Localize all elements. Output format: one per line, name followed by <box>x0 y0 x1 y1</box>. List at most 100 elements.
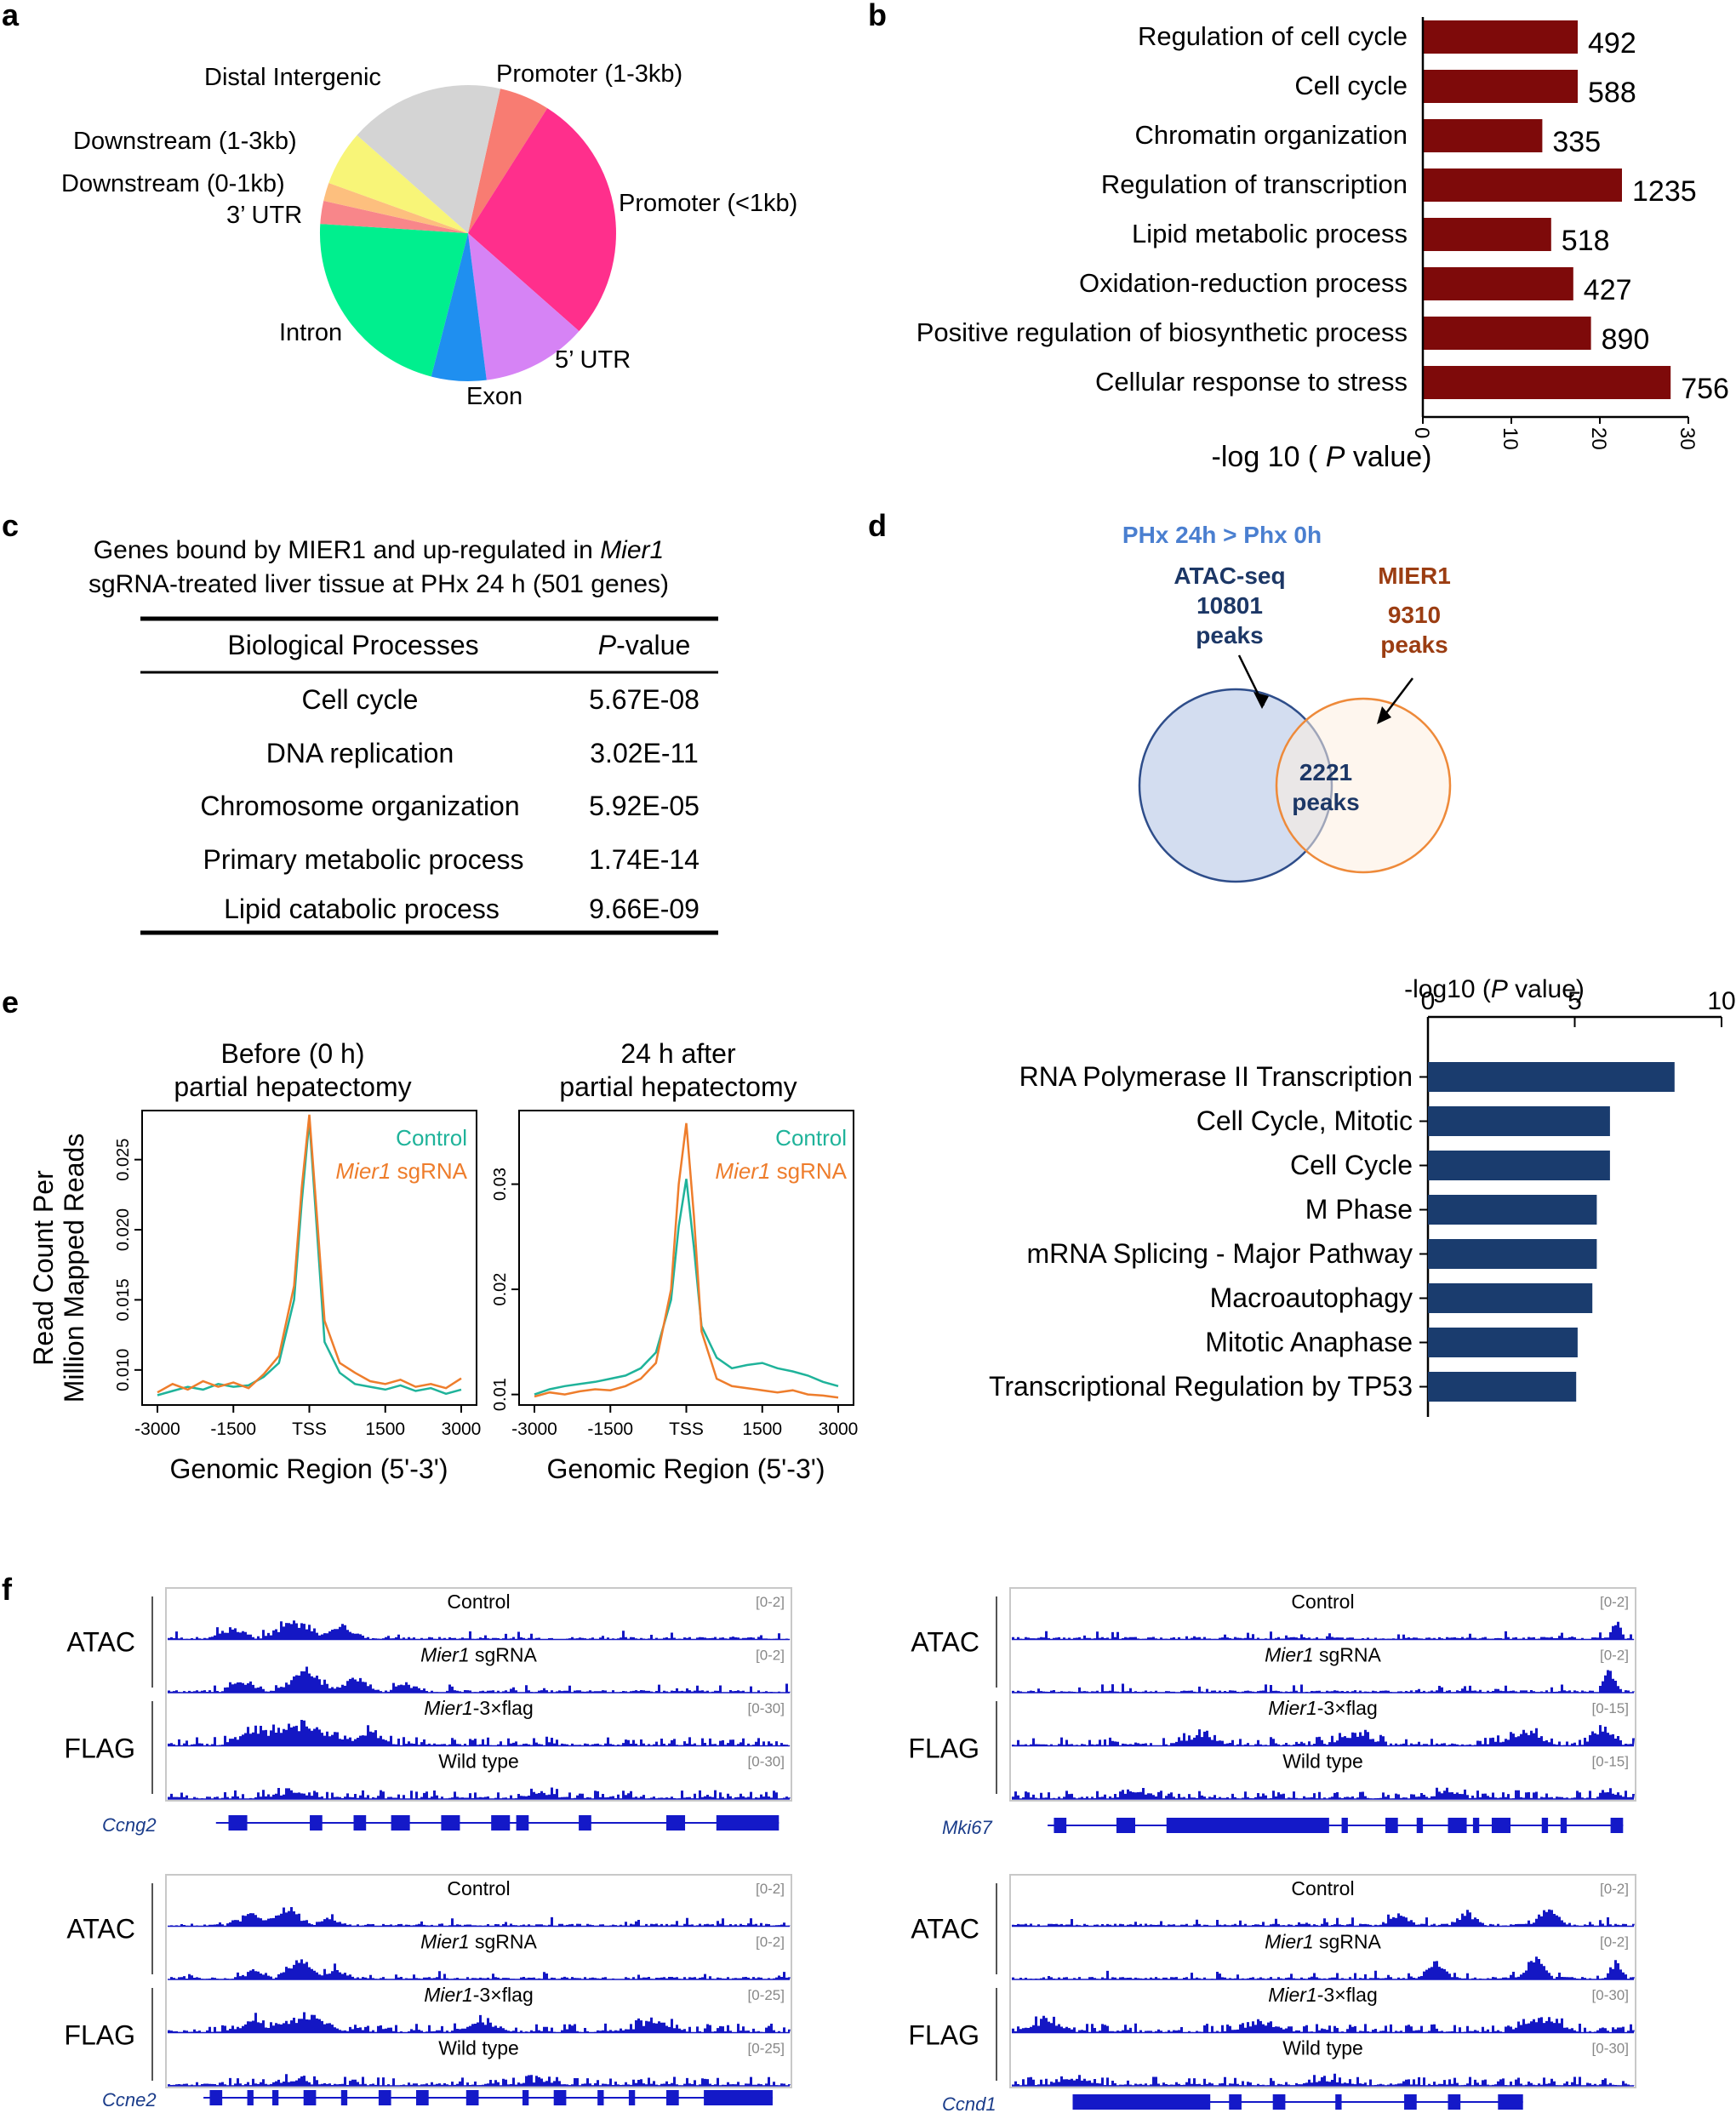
venn-heading: PHx 24h > Phx 0h <box>1122 522 1322 548</box>
track-frame <box>1009 1587 1636 1802</box>
pie-slice <box>357 84 500 234</box>
gene-exon <box>340 2090 348 2105</box>
locus-panel: Control [0-2] Mier1 sgRNA [0-2] Mier1-3×flag… <box>64 1874 792 2110</box>
gene-exon <box>666 1815 686 1831</box>
y-tick-label: 0.010 <box>114 1349 133 1391</box>
plot-mid-legend-control: Control <box>775 1125 847 1151</box>
gene-exon <box>1385 1818 1398 1833</box>
bar-category-label: RNA Polymerase II Transcription <box>1019 1061 1413 1092</box>
plot-mid-lines: 0.01 0.02 0.03 -3000 -1500 TSS 1500 3000 <box>491 1122 858 1439</box>
bar <box>1423 20 1578 54</box>
plot-left-lines: 0.010 0.015 0.020 0.025 -3000 -1500 TSS 1500 300… <box>114 1114 481 1439</box>
x-tick-label: 1500 <box>365 1419 405 1439</box>
bar-category-label: Positive regulation of biosynthetic proc… <box>917 317 1408 347</box>
table-row-process: Chromosome organization <box>200 791 519 821</box>
track-range: [0-2] <box>1600 1648 1629 1664</box>
bar <box>1428 1062 1675 1092</box>
gene-exon <box>579 1815 591 1831</box>
gene-exon <box>597 2090 604 2105</box>
plot-mid-title-line1: 24 h after <box>620 1038 736 1069</box>
venn-arrowhead-atac <box>1253 692 1269 709</box>
track-range: [0-15] <box>1592 1700 1629 1716</box>
track-range: [0-15] <box>1592 1754 1629 1770</box>
panel-label-d: d <box>868 508 887 543</box>
bar <box>1423 366 1671 399</box>
gene-exon <box>353 1815 367 1831</box>
track-range: [0-2] <box>756 1648 785 1664</box>
panel-label-e: e <box>2 985 19 1020</box>
pie-label-downstream-1-3kb: Downstream (1-3kb) <box>73 128 297 155</box>
gene-exon <box>1541 1818 1549 1833</box>
signal-track <box>1012 2015 1635 2033</box>
signal-track <box>1012 1621 1635 1640</box>
table-row-process: Lipid catabolic process <box>224 894 500 924</box>
x-tick-label: -1500 <box>210 1419 256 1439</box>
bar-category-label: Oxidation-reduction process <box>1079 268 1408 298</box>
series-line <box>534 1122 839 1399</box>
gene-exon <box>666 2090 679 2105</box>
plot-mid-title-line2: partial hepatectomy <box>559 1071 797 1102</box>
gene-exon <box>1498 2094 1523 2110</box>
pie-slice <box>328 134 468 233</box>
table-row-process: DNA replication <box>266 738 454 768</box>
signal-track <box>1012 1670 1635 1693</box>
pie-slice <box>431 233 487 381</box>
table-title-line2: sgRNA-treated liver tissue at PHx 24 h (… <box>89 570 669 598</box>
gene-exon <box>378 2090 391 2105</box>
pie-label-promoter-less-1kb: Promoter (<1kb) <box>619 190 797 217</box>
signal-track <box>1012 1787 1635 1799</box>
bar-data-label: 588 <box>1588 77 1636 109</box>
table-row-pvalue: 5.67E-08 <box>589 684 700 715</box>
gene-exon <box>1341 1818 1348 1833</box>
bar-data-label: 427 <box>1584 274 1632 306</box>
accessibility-profile-plots: Before (0 h) partial hepatectomy 24 h af… <box>28 1038 858 1484</box>
track-range: [0-30] <box>748 1754 785 1770</box>
track-range: [0-2] <box>1600 1594 1629 1610</box>
track-title: Mier1 sgRNA <box>1265 1644 1381 1666</box>
table-header-process: Biological Processes <box>227 630 478 660</box>
pie-label-promoter-1-3kb: Promoter (1-3kb) <box>496 60 682 88</box>
gene-exon <box>1560 1818 1568 1833</box>
plot-left-x-axis-label: Genomic Region (5'-3') <box>169 1454 448 1484</box>
signal-track <box>1012 2073 1635 2086</box>
track-title: Wild type <box>1282 2037 1363 2059</box>
bar <box>1428 1151 1610 1180</box>
bar-category-label: Cell Cycle, Mitotic <box>1196 1105 1413 1136</box>
y-tick-label: 0.02 <box>491 1273 510 1306</box>
pie-slice <box>468 108 616 332</box>
gene-exon <box>1448 1818 1467 1833</box>
bar-category-label: Lipid metabolic process <box>1132 219 1408 248</box>
venn-atac-count: 10801 <box>1196 592 1263 619</box>
bar <box>1428 1106 1610 1136</box>
track-title: Control <box>1291 1591 1354 1613</box>
pie-slice <box>319 224 468 377</box>
panel-label-f: f <box>2 1572 13 1607</box>
venn-mier1-label: MIER1 <box>1378 563 1451 589</box>
gene-exon <box>553 2090 567 2105</box>
x-tick-label: 0 <box>1410 427 1433 438</box>
panel-label-c: c <box>2 508 19 543</box>
bar-data-label: 492 <box>1588 27 1636 60</box>
bar-category-label: Mitotic Anaphase <box>1205 1327 1413 1357</box>
track-range: [0-2] <box>1600 1934 1629 1951</box>
gene-exon <box>1448 2094 1461 2110</box>
gene-exon <box>1166 1818 1329 1833</box>
gene-exon <box>247 2090 254 2105</box>
venn-overlap-unit: peaks <box>1292 789 1359 815</box>
table-row-pvalue: 5.92E-05 <box>589 791 700 821</box>
gene-exon <box>1404 2094 1417 2110</box>
gene-exon <box>1472 1818 1480 1833</box>
track-title: Wild type <box>438 2037 519 2059</box>
go-enrichment-bar-chart: Regulation of cell cycle 492 Cell cycle 588… <box>917 17 1729 450</box>
venn-mier1-unit: peaks <box>1380 631 1448 658</box>
group-label-flag: FLAG <box>64 2020 135 2051</box>
bar-data-label: 1235 <box>1632 175 1697 208</box>
pie-label-5utr: 5’ UTR <box>555 346 631 374</box>
group-label-flag: FLAG <box>64 1733 135 1764</box>
gene-exon <box>491 1815 511 1831</box>
table-row-process: Cell cycle <box>302 684 419 715</box>
bar <box>1428 1283 1593 1313</box>
signal-track <box>168 1907 791 1927</box>
plot-left-legend-control: Control <box>396 1125 467 1151</box>
gene-exon <box>416 2090 429 2105</box>
